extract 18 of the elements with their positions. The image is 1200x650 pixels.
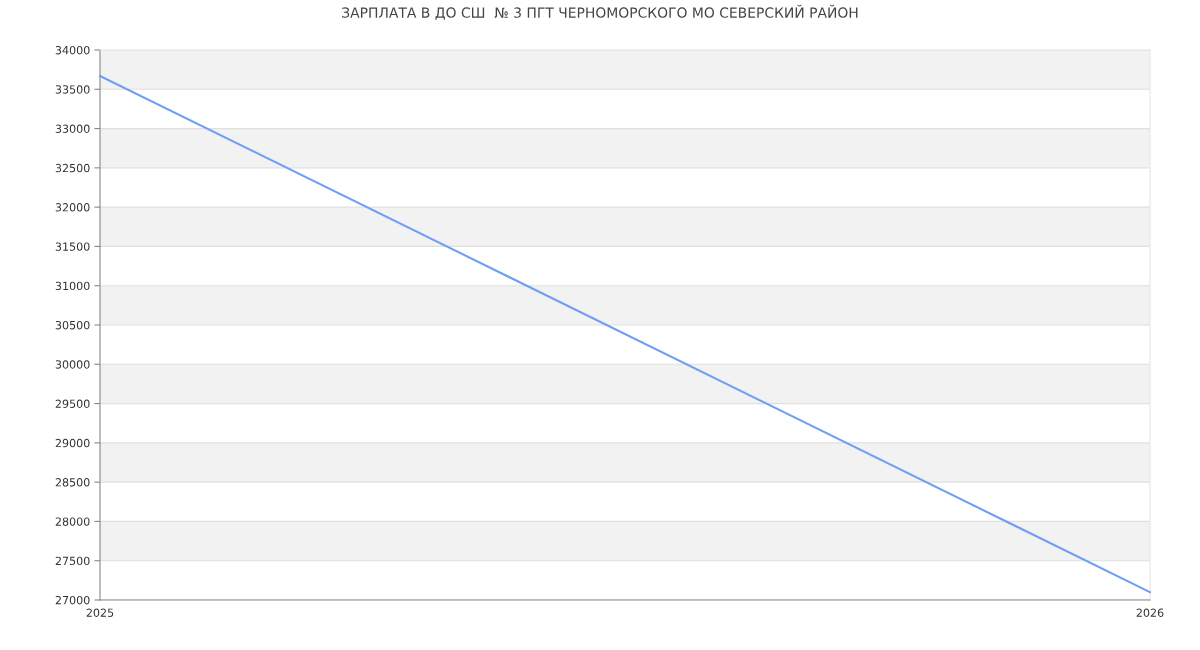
y-tick-label: 32500 (55, 163, 90, 173)
y-tick-label: 31500 (55, 242, 90, 251)
x-tick-label: 2025 (86, 608, 114, 617)
y-tick-label: 28000 (55, 517, 90, 526)
y-tick-label: 27000 (55, 595, 90, 605)
y-tick-label: 34000 (55, 45, 90, 55)
y-tick-label: 32000 (55, 203, 90, 212)
y-tick-label: 28500 (55, 478, 90, 487)
y-tick-label: 31000 (55, 281, 90, 291)
y-tick-label: 33500 (55, 85, 90, 94)
x-tick-label: 2026 (1136, 608, 1164, 617)
y-tick-label: 27500 (55, 556, 90, 566)
y-tick-label: 29000 (55, 438, 90, 448)
y-tick-label: 30500 (55, 320, 90, 330)
y-tick-label: 33000 (55, 124, 90, 133)
chart-title: ЗАРПЛАТА В ДО СШ № 3 ПГТ ЧЕРНОМОРСКОГО МО СЕВЕРСКИЙ РАЙОН (342, 4, 858, 20)
y-tick-label: 29500 (55, 399, 90, 408)
y-tick-label: 30000 (55, 360, 90, 369)
